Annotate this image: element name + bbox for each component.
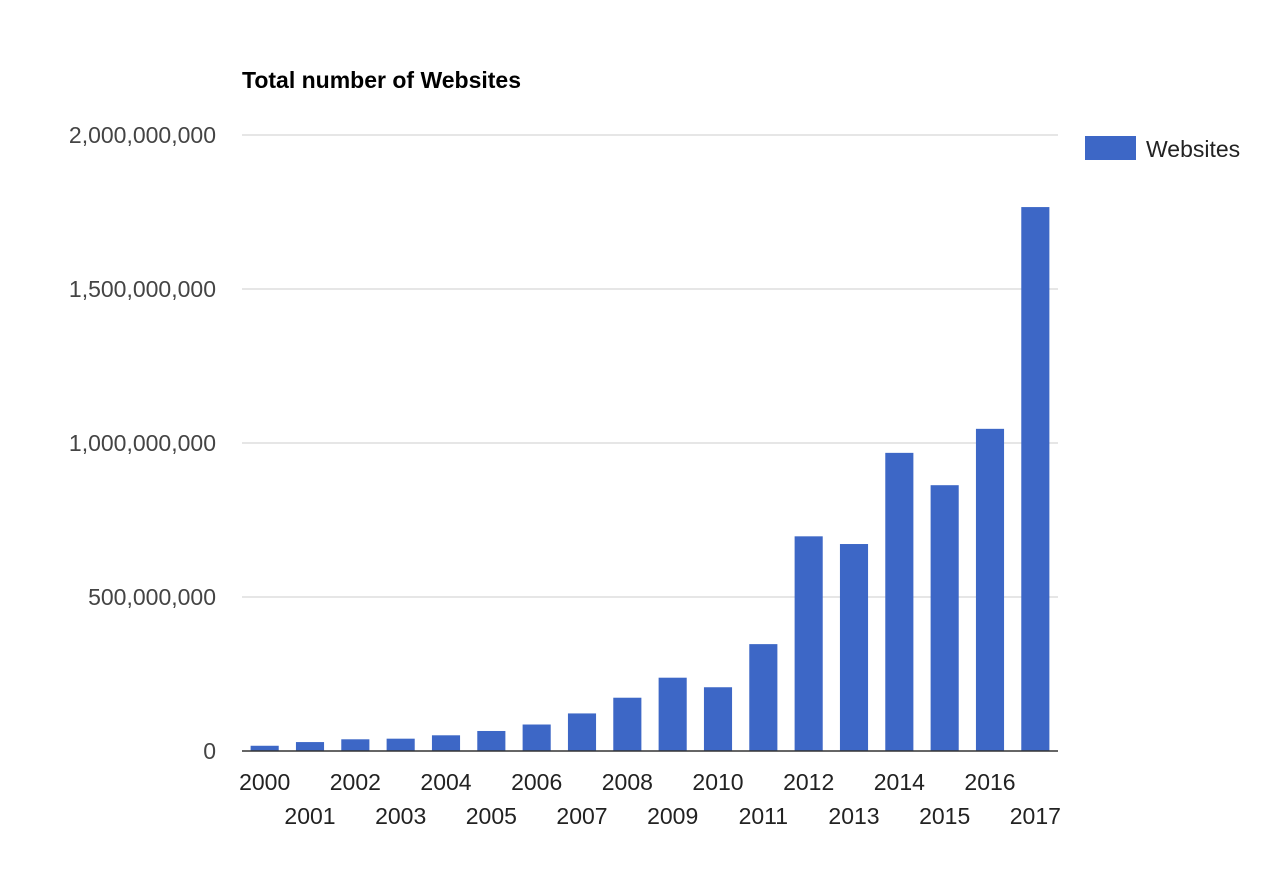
y-tick-label: 500,000,000	[88, 584, 216, 610]
bar-2013[interactable]	[839, 544, 869, 751]
x-tick-label: 2017	[1010, 803, 1061, 829]
bar-2015[interactable]	[930, 485, 959, 751]
bars	[250, 207, 1050, 751]
bar-2010[interactable]	[703, 687, 733, 751]
y-tick-label: 2,000,000,000	[69, 122, 216, 148]
y-tick-label: 1,500,000,000	[69, 276, 216, 302]
x-tick-label: 2013	[828, 803, 879, 829]
bar-2009[interactable]	[658, 677, 687, 751]
x-tick-label: 2016	[964, 769, 1015, 795]
x-tick-label: 2011	[739, 803, 788, 829]
x-tick-label: 2002	[330, 769, 381, 795]
x-tick-label: 2007	[556, 803, 607, 829]
bar-2016[interactable]	[975, 428, 1005, 751]
bar-2017[interactable]	[1021, 207, 1050, 751]
bar-2012[interactable]	[794, 536, 823, 751]
bar-2002[interactable]	[341, 739, 370, 751]
bar-2011[interactable]	[749, 644, 778, 751]
x-tick-label: 2001	[284, 803, 335, 829]
bar-2003[interactable]	[386, 738, 415, 751]
bar-2001[interactable]	[295, 742, 325, 751]
bar-2000[interactable]	[250, 745, 279, 751]
y-axis-ticks: 0 500,000,000 1,000,000,000 1,500,000,000 2,…	[69, 122, 216, 764]
x-tick-label: 2014	[874, 769, 925, 795]
x-tick-label: 2012	[783, 769, 834, 795]
x-tick-label: 2015	[919, 803, 970, 829]
y-tick-label: 0	[203, 738, 216, 764]
bar-2007[interactable]	[567, 713, 597, 751]
y-tick-label: 1,000,000,000	[69, 430, 216, 456]
x-tick-label: 2010	[692, 769, 743, 795]
bar-2004[interactable]	[431, 735, 461, 751]
x-tick-label: 2008	[602, 769, 653, 795]
x-tick-label: 2003	[375, 803, 426, 829]
x-tick-label: 2000	[239, 769, 290, 795]
x-tick-label: 2006	[511, 769, 562, 795]
legend-swatch	[1085, 136, 1136, 160]
x-tick-label: 2004	[420, 769, 471, 795]
chart-title: Total number of Websites	[242, 67, 521, 93]
legend-label: Websites	[1146, 136, 1240, 162]
x-tick-label: 2009	[647, 803, 698, 829]
legend[interactable]: Websites	[1085, 136, 1240, 162]
bar-2005[interactable]	[477, 730, 506, 751]
x-tick-label: 2005	[466, 803, 517, 829]
gridlines	[242, 134, 1058, 598]
x-axis-ticks: 2000 2001 2002 2003 2004 2005 2006 2007 2008 2009…	[239, 769, 1061, 829]
bar-2008[interactable]	[613, 697, 642, 751]
bar-2014[interactable]	[885, 452, 914, 751]
bar-2006[interactable]	[522, 724, 551, 751]
